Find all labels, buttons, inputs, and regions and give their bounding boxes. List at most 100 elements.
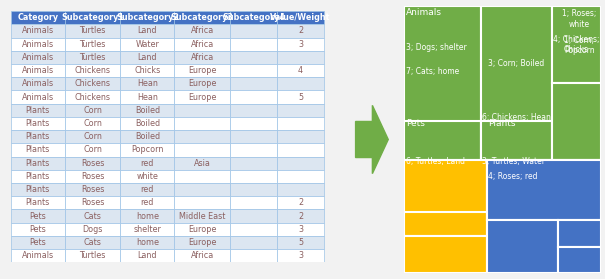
Bar: [174, 236, 230, 249]
Text: Land: Land: [138, 53, 157, 62]
Bar: [120, 157, 174, 170]
Bar: [481, 6, 552, 160]
Text: Roses: Roses: [81, 172, 104, 181]
Text: Africa: Africa: [191, 27, 214, 35]
Bar: [65, 196, 120, 210]
Bar: [404, 6, 481, 160]
Bar: [65, 143, 120, 157]
Bar: [120, 130, 174, 143]
Bar: [174, 223, 230, 236]
Bar: [277, 117, 324, 130]
Bar: [481, 121, 552, 160]
Bar: [65, 183, 120, 196]
Bar: [11, 11, 65, 24]
Bar: [65, 236, 120, 249]
Bar: [65, 157, 120, 170]
Bar: [120, 38, 174, 51]
Text: Land: Land: [138, 27, 157, 35]
Text: Plants: Plants: [26, 198, 50, 207]
Text: Animals: Animals: [22, 66, 54, 75]
Bar: [120, 24, 174, 38]
Bar: [230, 249, 277, 262]
Text: Africa: Africa: [191, 251, 214, 260]
Bar: [65, 38, 120, 51]
Bar: [11, 104, 65, 117]
Bar: [11, 210, 65, 223]
Bar: [277, 143, 324, 157]
Bar: [230, 64, 277, 77]
Bar: [174, 51, 230, 64]
Text: 5: 5: [298, 93, 303, 102]
Bar: [120, 196, 174, 210]
Text: 2: 2: [298, 198, 303, 207]
Bar: [11, 236, 65, 249]
Bar: [120, 11, 174, 24]
Bar: [65, 64, 120, 77]
Bar: [174, 157, 230, 170]
Text: Hean: Hean: [137, 93, 158, 102]
Bar: [277, 236, 324, 249]
Bar: [65, 90, 120, 104]
Bar: [65, 77, 120, 90]
Text: Plants: Plants: [26, 185, 50, 194]
Text: Animals: Animals: [22, 53, 54, 62]
Text: 2: 2: [298, 211, 303, 220]
Bar: [230, 51, 277, 64]
Bar: [487, 160, 601, 220]
Text: Boiled: Boiled: [135, 132, 160, 141]
Bar: [174, 77, 230, 90]
Bar: [277, 210, 324, 223]
Text: Plants: Plants: [26, 119, 50, 128]
Text: 3; Turtles; Water: 3; Turtles; Water: [482, 157, 545, 166]
Bar: [277, 130, 324, 143]
Text: Corn: Corn: [83, 132, 102, 141]
Bar: [65, 11, 120, 24]
Text: Roses: Roses: [81, 185, 104, 194]
Bar: [230, 157, 277, 170]
Text: Animals: Animals: [406, 8, 442, 17]
Text: Corn: Corn: [83, 106, 102, 115]
Bar: [277, 196, 324, 210]
Text: Boiled: Boiled: [135, 119, 160, 128]
Text: Animals: Animals: [22, 79, 54, 88]
Text: shelter: shelter: [134, 225, 162, 234]
Text: Value/Weight: Value/Weight: [270, 13, 331, 22]
Text: 2: 2: [298, 27, 303, 35]
Bar: [11, 24, 65, 38]
FancyArrow shape: [356, 105, 388, 174]
Text: Dogs: Dogs: [82, 225, 103, 234]
Text: Subcategory4: Subcategory4: [222, 13, 285, 22]
Bar: [120, 223, 174, 236]
Bar: [230, 236, 277, 249]
Bar: [277, 38, 324, 51]
Text: Land: Land: [138, 251, 157, 260]
Bar: [277, 77, 324, 90]
Bar: [120, 170, 174, 183]
Bar: [174, 196, 230, 210]
Text: 6; Turtles; Land: 6; Turtles; Land: [406, 157, 465, 166]
Bar: [277, 90, 324, 104]
Text: 1; Roses;
white: 1; Roses; white: [562, 9, 597, 29]
Bar: [277, 51, 324, 64]
Bar: [230, 117, 277, 130]
Text: Subcategory1: Subcategory1: [61, 13, 124, 22]
Bar: [11, 157, 65, 170]
Bar: [65, 104, 120, 117]
Bar: [230, 210, 277, 223]
Bar: [230, 196, 277, 210]
Text: Corn: Corn: [83, 119, 102, 128]
Text: home: home: [136, 238, 159, 247]
Bar: [174, 11, 230, 24]
Text: Cats: Cats: [83, 238, 102, 247]
Bar: [277, 183, 324, 196]
Bar: [277, 64, 324, 77]
Bar: [230, 130, 277, 143]
Text: Europe: Europe: [188, 79, 217, 88]
Bar: [11, 77, 65, 90]
Bar: [11, 223, 65, 236]
Text: Chicks: Chicks: [134, 66, 160, 75]
Bar: [277, 223, 324, 236]
Bar: [65, 170, 120, 183]
Text: Pets: Pets: [30, 211, 46, 220]
Bar: [65, 130, 120, 143]
